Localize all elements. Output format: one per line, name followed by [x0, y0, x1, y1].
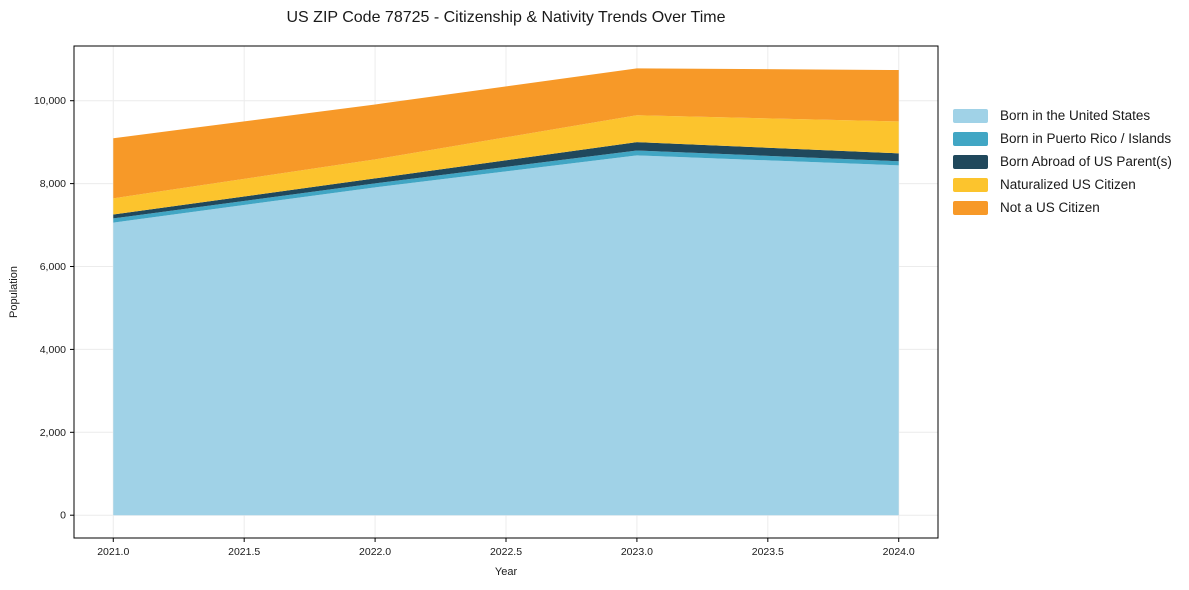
x-tick-label-2021.5: 2021.5 [228, 546, 260, 558]
x-tick-label-2021: 2021.0 [97, 546, 129, 558]
legend-label-naturalized-us-citizen: Naturalized US Citizen [1000, 177, 1136, 192]
y-tick-label-6000: 6,000 [40, 261, 66, 273]
legend-swatch-born-abroad-of-us-parent-s [953, 154, 988, 169]
legend-label-born-in-puerto-rico-islands: Born in Puerto Rico / Islands [1000, 131, 1172, 146]
x-tick-label-2022: 2022.0 [359, 546, 391, 558]
legend-swatch-born-in-the-united-states [953, 108, 988, 123]
legend-item-born-in-the-united-states: Born in the United States [953, 104, 1172, 127]
area-not-a-us-citizen [113, 68, 899, 199]
y-axis-label: Population [8, 266, 20, 318]
chart-title: US ZIP Code 78725 - Citizenship & Nativi… [286, 9, 726, 26]
legend-item-born-in-puerto-rico-islands: Born in Puerto Rico / Islands [953, 127, 1172, 150]
x-tick-label-2023.5: 2023.5 [752, 546, 784, 558]
y-tick-label-2000: 2,000 [40, 427, 66, 439]
legend: Born in the United States Born in Puerto … [953, 104, 1172, 219]
legend-swatch-not-a-us-citizen [953, 200, 988, 215]
legend-item-naturalized-us-citizen: Naturalized US Citizen [953, 173, 1172, 196]
y-tick-label-8000: 8,000 [40, 178, 66, 190]
legend-label-born-abroad-of-us-parent-s: Born Abroad of US Parent(s) [1000, 154, 1172, 169]
legend-item-born-abroad-of-us-parent-s: Born Abroad of US Parent(s) [953, 150, 1172, 173]
x-tick-label-2023: 2023.0 [621, 546, 653, 558]
legend-item-not-a-us-citizen: Not a US Citizen [953, 196, 1172, 219]
area-born-in-the-united-states [113, 155, 899, 516]
legend-label-not-a-us-citizen: Not a US Citizen [1000, 200, 1100, 215]
x-axis-label: Year [494, 566, 518, 578]
y-tick-label-0: 0 [60, 510, 66, 522]
legend-label-born-in-the-united-states: Born in the United States [1000, 108, 1151, 123]
legend-swatch-naturalized-us-citizen [953, 177, 988, 192]
area-naturalized-us-citizen [113, 115, 899, 215]
legend-swatch-born-in-puerto-rico-islands [953, 131, 988, 146]
x-tick-label-2022.5: 2022.5 [490, 546, 522, 558]
x-tick-label-2024: 2024.0 [883, 546, 915, 558]
y-tick-label-4000: 4,000 [40, 344, 66, 356]
y-tick-label-10000: 10,000 [34, 95, 66, 107]
